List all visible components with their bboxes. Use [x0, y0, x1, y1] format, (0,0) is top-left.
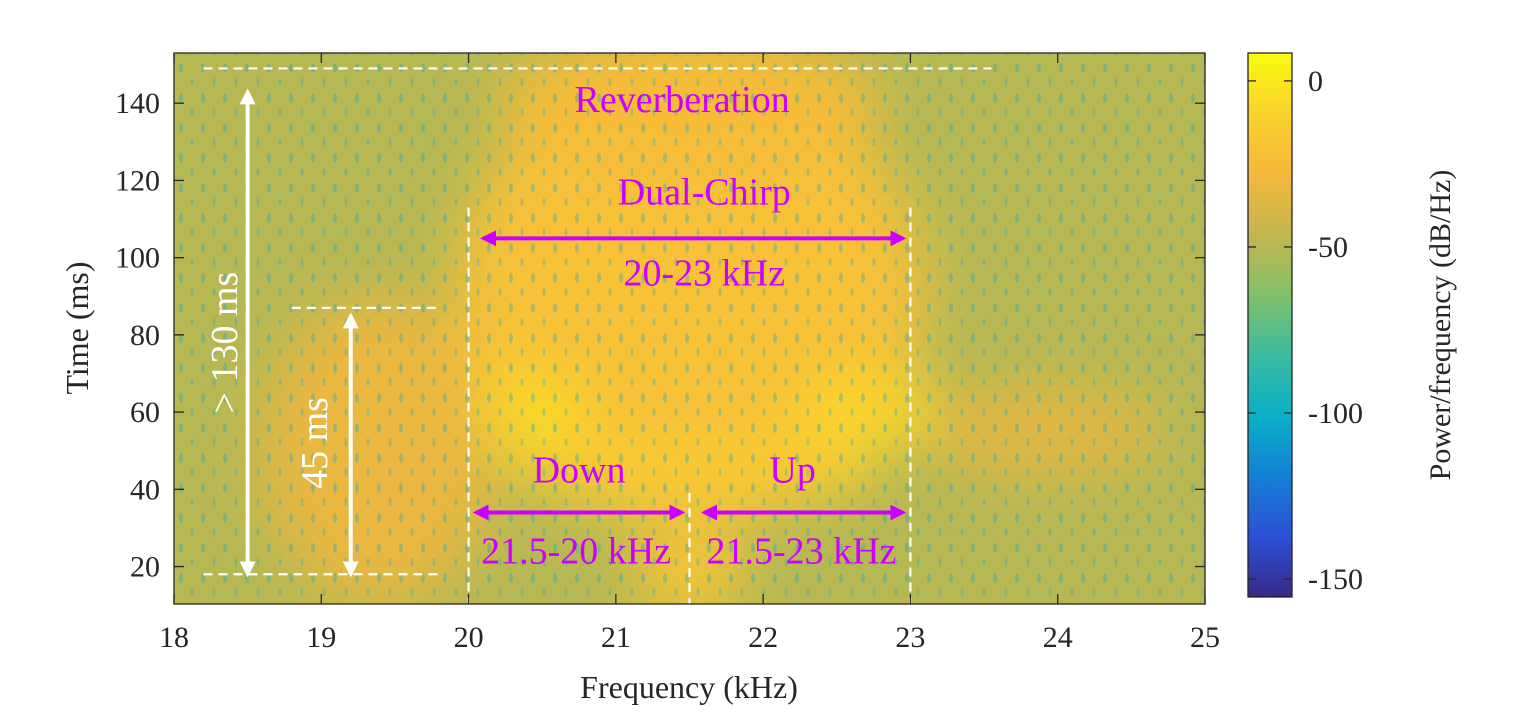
y-axis-label: Time (ms): [59, 261, 95, 394]
annotation-label: > 130 ms: [204, 272, 246, 414]
x-tick-label: 21: [601, 621, 631, 654]
x-tick-label: 18: [159, 621, 189, 654]
annotation-label: 45 ms: [294, 397, 336, 489]
colorbar-tick-label: -50: [1308, 231, 1348, 264]
colorbar-gradient: [1247, 52, 1293, 598]
colorbar-label: Power/frequency (dB/Hz): [1424, 170, 1457, 481]
y-tick-label: 60: [130, 396, 160, 429]
x-axis-label: Frequency (kHz): [580, 669, 798, 705]
x-tick-label: 22: [748, 621, 778, 654]
x-tick-label: 23: [895, 621, 925, 654]
plot-frame: [173, 52, 1206, 605]
colorbar-tick-label: 0: [1308, 65, 1323, 98]
x-tick-label: 20: [454, 621, 484, 654]
annotation-label: Down: [533, 450, 626, 492]
y-tick-label: 100: [115, 242, 160, 275]
annotation-label: Dual-Chirp: [618, 172, 791, 214]
annotation-label: 21.5-23 kHz: [706, 531, 896, 573]
spectrogram-image: [174, 53, 1205, 604]
y-tick-label: 80: [130, 319, 160, 352]
y-tick-label: 120: [115, 164, 160, 197]
y-tick-label: 40: [130, 473, 160, 506]
colorbar: 0 -50 -100 -150: [1247, 52, 1363, 598]
y-tick-label: 20: [130, 551, 160, 584]
annotation-label: 21.5-20 kHz: [481, 531, 671, 573]
x-tick-label: 25: [1190, 621, 1220, 654]
y-tick-label: 140: [115, 87, 160, 120]
colorbar-tick-label: -100: [1308, 397, 1363, 430]
x-tick-label: 24: [1043, 621, 1073, 654]
colorbar-tick-label: -150: [1308, 563, 1363, 596]
annotation-label: Up: [769, 450, 815, 492]
axes: 18 19 20 21 22 23 24 25 20 40 60 80 100 120 140: [115, 53, 1220, 654]
annotation-label: 20-23 kHz: [623, 253, 784, 295]
annotations: Reverberation Dual-Chirp 20-23 kHz Down Up 21…: [203, 67, 992, 604]
annotation-label: Reverberation: [575, 79, 790, 121]
x-tick-label: 19: [306, 621, 336, 654]
noise-speckle: [174, 53, 1205, 604]
